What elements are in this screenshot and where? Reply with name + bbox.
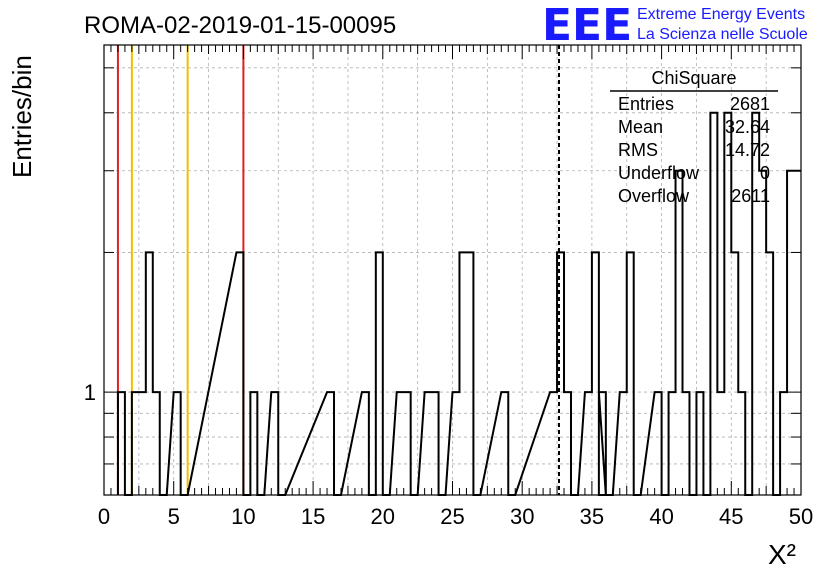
logo-line-1: Extreme Energy Events [637, 6, 805, 23]
eee-logo: EEE Extreme Energy Events La Scienza nel… [542, 0, 808, 51]
stats-box-title: ChiSquare [651, 68, 736, 88]
x-tick-label: 5 [168, 504, 180, 529]
histogram-series [116, 111, 801, 496]
chart-title: ROMA-02-2019-01-15-00095 [84, 12, 396, 39]
x-tick-label: 20 [371, 504, 395, 529]
logo-line-2: La Scienza nelle Scuole [637, 26, 808, 43]
stats-row-label: Overflow [618, 186, 690, 206]
x-tick-label: 15 [301, 504, 325, 529]
x-tick-label: 45 [719, 504, 743, 529]
histogram-outline [116, 111, 801, 496]
x-tick-label: 30 [510, 504, 534, 529]
stats-row-label: Mean [618, 117, 663, 137]
stats-row-label: Underflow [618, 163, 700, 183]
stats-row-value: 14.72 [725, 140, 770, 160]
x-tick-label: 10 [231, 504, 255, 529]
x-tick-label: 35 [580, 504, 604, 529]
x-tick-label: 50 [789, 504, 813, 529]
y-axis-label: Entries/bin [7, 55, 37, 178]
stats-row-value: 2681 [730, 94, 770, 114]
stats-row-value: 32.64 [725, 117, 770, 137]
axis-ticks: 0 5 10 15 20 25 30 35 40 45 50 1 [84, 45, 813, 529]
y-tick-label: 1 [84, 380, 96, 405]
stats-box: ChiSquare Entries 2681 Mean 32.64 RMS 14.72 Un… [610, 68, 778, 206]
logo-letters: EEE [542, 0, 632, 51]
x-tick-label: 40 [649, 504, 673, 529]
x-tick-label: 25 [440, 504, 464, 529]
stats-row-label: Entries [618, 94, 674, 114]
stats-row-value: 0 [760, 163, 770, 183]
x-axis-label: X² [768, 539, 796, 570]
stats-row-label: RMS [618, 140, 658, 160]
x-tick-label: 0 [98, 504, 110, 529]
stats-row-value: 2611 [731, 186, 770, 206]
